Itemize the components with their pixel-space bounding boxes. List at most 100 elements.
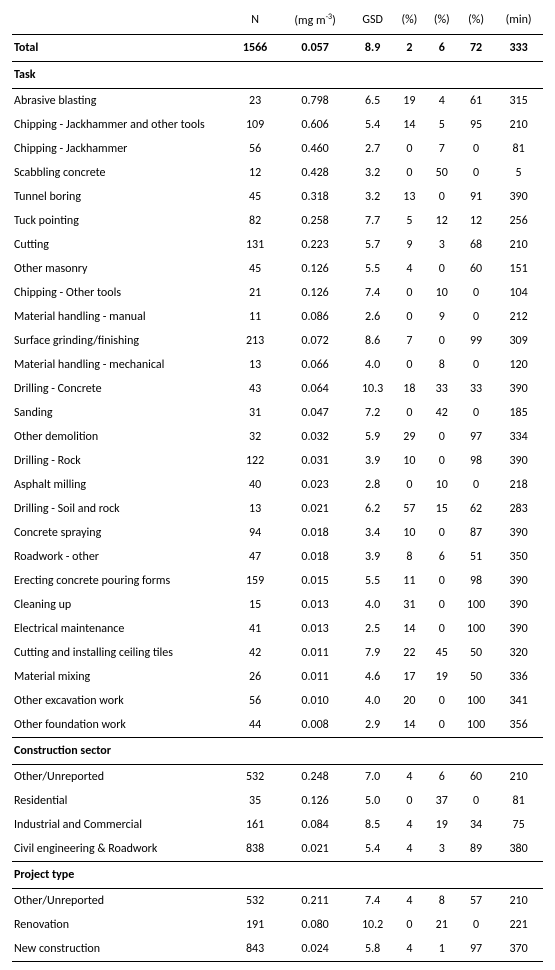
cell-p2: 3 — [426, 837, 458, 862]
cell-p1: 4 — [393, 837, 425, 862]
table-header: N (mg m-3) GSD (%) (%) (%) (min) — [12, 8, 543, 35]
cell-gm: 0.010 — [278, 689, 352, 713]
cell-min: 151 — [494, 257, 543, 281]
table-row: Residential350.1265.0037081 — [12, 789, 543, 813]
cell-p2: 12 — [426, 209, 458, 233]
cell-p1: 14 — [393, 713, 425, 738]
cell-gsd: 2.7 — [352, 137, 393, 161]
cell-n: 45 — [232, 185, 278, 209]
cell-min: 341 — [494, 689, 543, 713]
section-header: Construction sector — [12, 738, 543, 765]
cell-label: Material handling - mechanical — [12, 353, 232, 377]
cell-min: 210 — [494, 765, 543, 790]
cell-gm: 0.072 — [278, 329, 352, 353]
section-header: Task — [12, 62, 543, 89]
col-n: N — [232, 8, 278, 35]
cell-p2: 0 — [426, 593, 458, 617]
cell-p3: 33 — [458, 377, 494, 401]
table-row: Roadwork - other470.0183.98651350 — [12, 545, 543, 569]
cell-label: Erecting concrete pouring forms — [12, 569, 232, 593]
cell-label: Tuck pointing — [12, 209, 232, 233]
cell-n: 159 — [232, 569, 278, 593]
cell-p3: 100 — [458, 713, 494, 738]
cell-min: 309 — [494, 329, 543, 353]
cell-n: 23 — [232, 89, 278, 114]
table-row: Asphalt milling400.0232.80100218 — [12, 473, 543, 497]
cell-n: 109 — [232, 113, 278, 137]
table-row: Concrete spraying940.0183.410087390 — [12, 521, 543, 545]
cell-gsd: 5.0 — [352, 789, 393, 813]
cell-gm: 0.248 — [278, 765, 352, 790]
cell-min: 185 — [494, 401, 543, 425]
cell-min: 120 — [494, 353, 543, 377]
cell-label: Residential — [12, 789, 232, 813]
table-row: Cleaning up150.0134.0310100390 — [12, 593, 543, 617]
cell-p2: 6 — [426, 765, 458, 790]
table-row: Renovation1910.08010.20210221 — [12, 913, 543, 937]
table-row: Scabbling concrete120.4283.205005 — [12, 161, 543, 185]
cell-p3: 0 — [458, 913, 494, 937]
cell-label: Other foundation work — [12, 713, 232, 738]
cell-p3: 89 — [458, 837, 494, 862]
cell-n: 82 — [232, 209, 278, 233]
cell-min: 81 — [494, 137, 543, 161]
cell-min: 390 — [494, 185, 543, 209]
cell-n: 56 — [232, 137, 278, 161]
cell-gm: 0.126 — [278, 789, 352, 813]
cell-label: Other/Unreported — [12, 889, 232, 914]
cell-n: 122 — [232, 449, 278, 473]
cell-n: 43 — [232, 377, 278, 401]
cell-gsd: 4.0 — [352, 689, 393, 713]
cell-gsd: 6.2 — [352, 497, 393, 521]
cell-p3: 61 — [458, 89, 494, 114]
cell-label: Roadwork - other — [12, 545, 232, 569]
cell-gsd: 10.2 — [352, 913, 393, 937]
cell-gm: 0.018 — [278, 545, 352, 569]
cell-gm: 0.066 — [278, 353, 352, 377]
cell-gm: 0.606 — [278, 113, 352, 137]
cell-p1: 57 — [393, 497, 425, 521]
cell-min: 333 — [494, 35, 543, 62]
table-row: Other demolition320.0325.929097334 — [12, 425, 543, 449]
cell-label: Chipping - Other tools — [12, 281, 232, 305]
cell-p2: 0 — [426, 329, 458, 353]
cell-n: 15 — [232, 593, 278, 617]
cell-gm: 0.011 — [278, 641, 352, 665]
cell-gm: 0.015 — [278, 569, 352, 593]
cell-p1: 9 — [393, 233, 425, 257]
cell-n: 35 — [232, 789, 278, 813]
cell-p3: 100 — [458, 593, 494, 617]
cell-min: 283 — [494, 497, 543, 521]
cell-gm: 0.428 — [278, 161, 352, 185]
cell-min: 256 — [494, 209, 543, 233]
cell-gsd: 4.0 — [352, 353, 393, 377]
cell-gsd: 2.5 — [352, 617, 393, 641]
cell-p2: 0 — [426, 569, 458, 593]
cell-min: 81 — [494, 789, 543, 813]
cell-p1: 2 — [393, 35, 425, 62]
col-p1: (%) — [393, 8, 425, 35]
gm-unit-text: (mg m — [294, 14, 325, 28]
cell-min: 356 — [494, 713, 543, 738]
table-row: Other/Unreported5320.2487.04660210 — [12, 765, 543, 790]
table-row: Industrial and Commercial1610.0848.54193… — [12, 813, 543, 837]
section-title: Task — [12, 62, 543, 89]
cell-gsd: 5.8 — [352, 937, 393, 962]
cell-min: 5 — [494, 161, 543, 185]
col-p3: (%) — [458, 8, 494, 35]
cell-p3: 34 — [458, 813, 494, 837]
cell-min: 390 — [494, 521, 543, 545]
cell-p3: 0 — [458, 281, 494, 305]
cell-p1: 0 — [393, 789, 425, 813]
cell-p1: 20 — [393, 689, 425, 713]
cell-p3: 60 — [458, 257, 494, 281]
cell-p1: 17 — [393, 665, 425, 689]
cell-p1: 4 — [393, 937, 425, 962]
cell-min: 336 — [494, 665, 543, 689]
cell-p3: 87 — [458, 521, 494, 545]
table-row: Other foundation work440.0082.9140100356 — [12, 713, 543, 738]
cell-n: 213 — [232, 329, 278, 353]
cell-p2: 10 — [426, 473, 458, 497]
cell-gsd: 7.9 — [352, 641, 393, 665]
cell-label: Drilling - Concrete — [12, 377, 232, 401]
